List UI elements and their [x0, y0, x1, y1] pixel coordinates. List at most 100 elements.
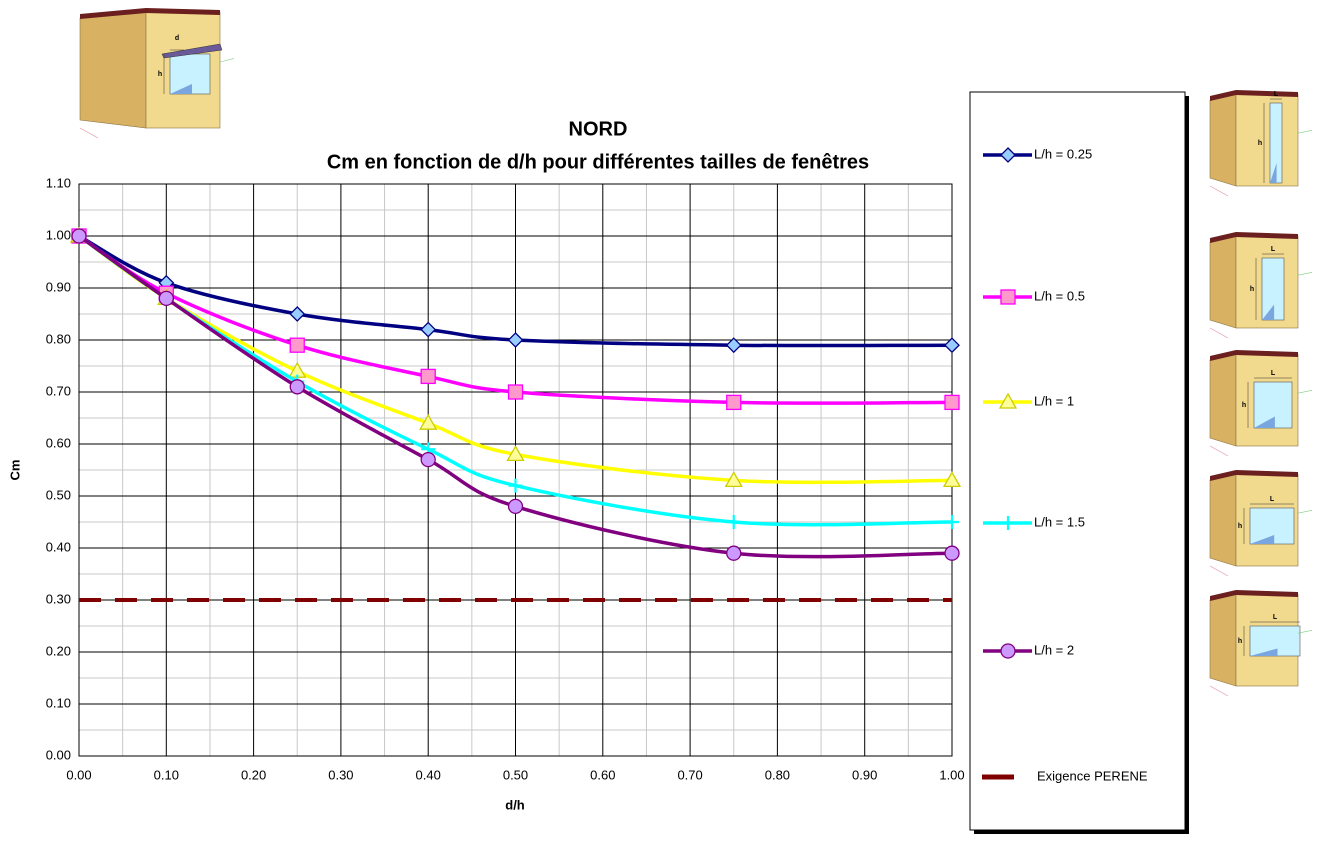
axis-hint: [1297, 510, 1313, 514]
marker: [419, 413, 438, 430]
window-sill: [1250, 535, 1275, 544]
house-front: [1235, 93, 1299, 187]
x-tick-label: 0.30: [328, 767, 353, 782]
house-illustration: hL: [1209, 90, 1313, 197]
y-tick-label: 0.90: [46, 279, 71, 294]
chart-title: NORD: [569, 118, 628, 140]
x-tick-label: 0.90: [852, 767, 877, 782]
house-side: [1209, 93, 1237, 187]
house-roof: [80, 8, 220, 19]
y-tick-label: 1.10: [46, 175, 71, 190]
legend-label: L/h = 1.5: [1034, 514, 1085, 529]
y-tick-label: 0.30: [46, 591, 71, 606]
marker: [724, 471, 743, 488]
x-tick-label: 0.60: [590, 767, 615, 782]
marker: [945, 515, 959, 529]
window-sill: [170, 84, 192, 94]
marker: [289, 379, 305, 395]
axis-hint: [1209, 185, 1229, 197]
marker: [725, 337, 742, 354]
y-tick-label: 0.10: [46, 695, 71, 710]
x-axis-title: d/h: [505, 797, 525, 812]
house-side: [79, 11, 147, 129]
axis-hint: [1209, 565, 1229, 577]
marker: [158, 290, 174, 307]
y-tick-label: 0.00: [46, 747, 71, 762]
legend-marker: [1001, 516, 1015, 530]
x-tick-label: 0.70: [677, 767, 702, 782]
dim-label: h: [1238, 523, 1242, 530]
house-side: [1209, 473, 1237, 567]
marker: [289, 337, 305, 353]
marker: [944, 337, 960, 354]
axis-hint: [1297, 272, 1313, 276]
window-sill: [1270, 163, 1277, 183]
axis-hint: [1209, 445, 1229, 457]
house-roof: [1210, 590, 1298, 601]
marker: [507, 384, 524, 400]
y-tick-label: 0.60: [46, 435, 71, 450]
overhang: [161, 43, 223, 59]
house-roof: [1210, 232, 1298, 243]
axis-hint: [79, 127, 99, 139]
x-tick-label: 0.00: [66, 767, 91, 782]
axis-hint: [1297, 390, 1313, 394]
window-sill: [1250, 648, 1278, 656]
house-illustration: hL: [1209, 590, 1313, 697]
marker: [726, 394, 742, 411]
house-side: [1209, 235, 1237, 329]
marker: [420, 451, 436, 468]
dim-label: h: [1242, 402, 1246, 409]
y-axis-title: Cm: [7, 460, 22, 481]
legend-label: L/h = 0.25: [1034, 146, 1092, 161]
dim-label: h: [158, 71, 162, 78]
legend-label: L/h = 2: [1034, 642, 1074, 657]
legend-box: [969, 91, 1186, 831]
axis-hint: [1297, 630, 1313, 634]
dim-label: L: [1273, 614, 1278, 621]
marker: [508, 478, 523, 493]
legend-marker: [998, 392, 1018, 409]
marker: [942, 471, 962, 488]
marker: [726, 515, 741, 529]
chart-subtitle: Cm en fonction de d/h pour différentes t…: [327, 151, 869, 173]
y-tick-label: 0.50: [46, 487, 71, 502]
dim-label: L: [1271, 370, 1276, 377]
house-illustration: hL: [1209, 470, 1313, 577]
marker: [507, 332, 524, 348]
window-sill: [1262, 304, 1275, 320]
y-tick-label: 0.70: [46, 383, 71, 398]
x-tick-label: 0.20: [241, 767, 266, 782]
legend-label: L/h = 1: [1034, 393, 1074, 408]
marker: [944, 545, 960, 561]
marker: [506, 445, 525, 462]
house-roof: [1210, 90, 1298, 101]
x-tick-label: 0.50: [503, 767, 528, 782]
marker: [420, 321, 437, 338]
legend-label: Exigence PERENE: [1037, 768, 1148, 783]
x-tick-label: 0.10: [154, 767, 179, 782]
axis-hint: [1209, 685, 1229, 697]
legend-marker: [1000, 289, 1016, 305]
house-roof: [1210, 350, 1298, 361]
x-tick-label: 1.00: [939, 767, 964, 782]
marker: [71, 228, 87, 244]
series-line: [78, 234, 953, 348]
dim-label: L: [1271, 246, 1276, 253]
dim-label: h: [1238, 638, 1242, 645]
axis-hint: [1209, 327, 1229, 339]
dim-label: h: [1258, 140, 1262, 147]
house-illustration: hL: [1209, 232, 1313, 339]
axis-hint: [1297, 130, 1313, 134]
y-tick-label: 0.40: [46, 539, 71, 554]
marker: [289, 306, 306, 322]
axis-hint: [219, 58, 235, 63]
house-illustration: hL: [1209, 350, 1313, 457]
dim-label: d: [175, 35, 179, 42]
marker: [944, 394, 960, 411]
window-sill: [1254, 416, 1275, 428]
legend-label: L/h = 0.5: [1034, 288, 1085, 303]
dim-label: L: [1274, 91, 1279, 98]
marker: [726, 545, 742, 561]
